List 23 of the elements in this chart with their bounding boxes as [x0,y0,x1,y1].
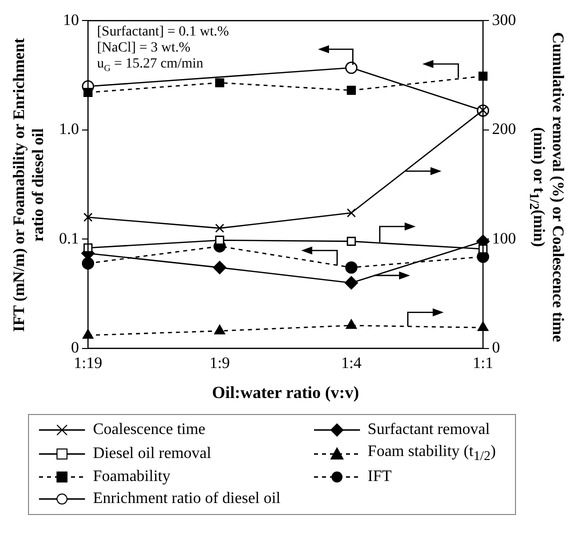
y2-tick-label: 200 [492,121,516,138]
x-tick-label: 1:1 [472,355,494,372]
y-tick-label: 1.0 [59,121,79,138]
y2-tick-label: 0 [492,340,500,357]
legend-label: IFT [368,468,392,486]
legend-label: Surfactant removal [368,421,490,439]
legend-label: Enrichment ratio of diesel oil [93,490,280,508]
x-tick-label: 1:9 [209,355,230,372]
y-tick-label: 0.1 [59,230,79,248]
y2-tick-label: 100 [492,230,516,248]
y-tick-label: 10 [63,12,79,29]
x-tick-label: 1:4 [341,355,362,372]
y2-tick-label: 300 [492,12,516,29]
annotation: [Surfactant] = 0.1 wt.% [97,24,230,40]
x-axis-title: Oil:water ratio (v:v) [212,383,359,402]
x-tick-label: 1:19 [74,355,102,372]
annotation: [NaCl] = 3 wt.% [97,40,191,56]
legend-label: Diesel oil removal [93,444,212,463]
legend-label: Foam stability (t$_{1/2}$) [368,443,496,464]
legend-label: Foamability [93,468,170,486]
y-axis-title: IFT (mN/m) or Foamability or Enrichment ratio of diesel oil [10,36,48,334]
legend-label: Coalescence time [93,421,206,439]
y-tick-label: 0 [71,340,79,357]
